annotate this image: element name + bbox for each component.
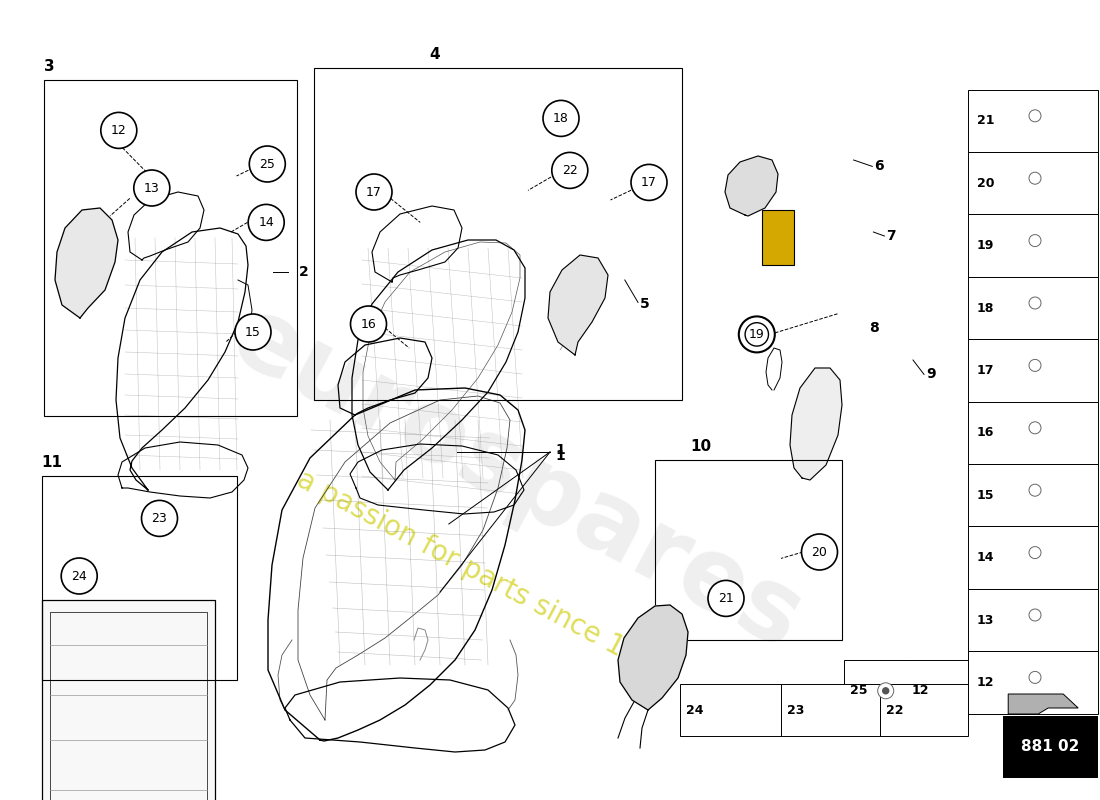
Text: 25: 25 <box>849 684 867 698</box>
Text: 14: 14 <box>977 551 994 564</box>
Bar <box>42 600 214 800</box>
Text: 23: 23 <box>786 703 804 717</box>
Text: 6: 6 <box>874 159 884 174</box>
Text: 16: 16 <box>361 318 376 330</box>
Circle shape <box>745 322 769 346</box>
Bar <box>50 612 207 800</box>
Text: 12: 12 <box>977 676 994 689</box>
Circle shape <box>142 501 177 536</box>
Text: 22: 22 <box>886 703 903 717</box>
Text: 19: 19 <box>977 239 994 252</box>
Polygon shape <box>55 208 118 318</box>
Text: 12: 12 <box>111 124 126 137</box>
Bar <box>42 476 236 680</box>
Circle shape <box>552 152 587 188</box>
Text: 5: 5 <box>640 297 650 311</box>
Text: 24: 24 <box>72 570 87 582</box>
Polygon shape <box>725 156 778 216</box>
Bar <box>968 90 1098 152</box>
Bar <box>968 277 1098 339</box>
Bar <box>968 214 1098 277</box>
Text: 15: 15 <box>977 489 994 502</box>
Circle shape <box>101 112 136 149</box>
Circle shape <box>543 100 579 136</box>
Bar <box>968 402 1098 464</box>
Circle shape <box>235 314 271 350</box>
Text: 8: 8 <box>869 321 879 335</box>
Text: 20: 20 <box>812 546 827 558</box>
Circle shape <box>802 534 837 570</box>
Circle shape <box>739 316 774 352</box>
Bar <box>968 464 1098 526</box>
Bar <box>968 526 1098 589</box>
Circle shape <box>631 164 667 200</box>
Circle shape <box>134 170 169 206</box>
Text: 14: 14 <box>258 216 274 229</box>
Bar <box>968 651 1098 714</box>
Text: 4: 4 <box>429 47 440 62</box>
Text: eurospares: eurospares <box>216 289 818 671</box>
Text: 11: 11 <box>42 455 63 470</box>
Circle shape <box>351 306 386 342</box>
Polygon shape <box>548 255 608 355</box>
Bar <box>968 589 1098 651</box>
Text: 25: 25 <box>260 158 275 170</box>
Text: 23: 23 <box>152 512 167 525</box>
Text: a passion for parts since 1985: a passion for parts since 1985 <box>293 465 675 687</box>
Text: 22: 22 <box>562 164 578 177</box>
Text: 17: 17 <box>366 186 382 198</box>
Text: 21: 21 <box>718 592 734 605</box>
Bar <box>844 660 968 722</box>
Circle shape <box>356 174 392 210</box>
Text: 19: 19 <box>749 328 764 341</box>
Circle shape <box>708 581 744 616</box>
Text: 16: 16 <box>977 426 994 439</box>
Polygon shape <box>790 368 842 480</box>
Bar <box>880 684 968 736</box>
Text: 9: 9 <box>926 367 936 382</box>
Text: 12: 12 <box>912 684 930 698</box>
Text: 13: 13 <box>977 614 994 626</box>
Circle shape <box>882 688 889 694</box>
Bar <box>1003 716 1098 778</box>
Text: 881 02: 881 02 <box>1021 739 1080 754</box>
Text: 1: 1 <box>556 449 565 463</box>
Bar <box>654 460 842 640</box>
Text: 3: 3 <box>44 59 55 74</box>
Circle shape <box>250 146 285 182</box>
Text: 10: 10 <box>691 439 712 454</box>
Polygon shape <box>1009 694 1078 714</box>
Text: 18: 18 <box>977 302 994 314</box>
Bar <box>680 684 781 736</box>
Text: 17: 17 <box>641 176 657 189</box>
Text: 21: 21 <box>977 114 994 127</box>
Text: 20: 20 <box>977 177 994 190</box>
Text: 2: 2 <box>299 265 309 279</box>
Text: 15: 15 <box>245 326 261 338</box>
Text: 1: 1 <box>556 442 565 457</box>
Bar <box>968 339 1098 402</box>
Bar <box>781 684 880 736</box>
Circle shape <box>878 682 893 699</box>
Text: 13: 13 <box>144 182 159 194</box>
Bar <box>44 80 297 416</box>
Text: 7: 7 <box>887 229 896 243</box>
Text: 17: 17 <box>977 364 994 377</box>
Bar <box>762 210 794 265</box>
Bar <box>968 152 1098 214</box>
Polygon shape <box>618 605 688 710</box>
Circle shape <box>249 205 284 241</box>
Circle shape <box>62 558 97 594</box>
Text: 24: 24 <box>685 703 703 717</box>
Bar <box>314 68 682 400</box>
Text: 18: 18 <box>553 112 569 125</box>
